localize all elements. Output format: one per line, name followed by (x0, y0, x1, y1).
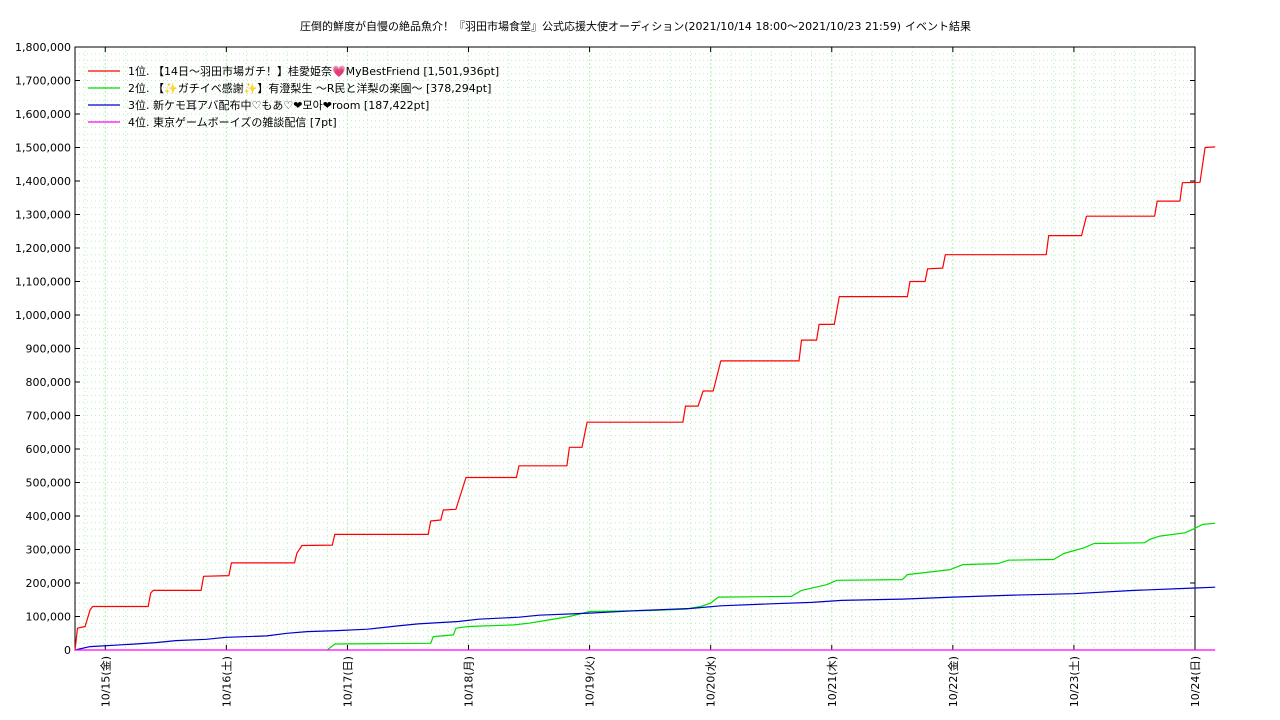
y-tick-label: 1,300,000 (15, 209, 71, 222)
x-tick-label: 10/17(日) (341, 656, 354, 707)
y-tick-label: 300,000 (26, 544, 72, 557)
legend-label-3: 3位. 新ケモ耳アバ配布中♡もあ♡❤모아❤room [187,422pt] (128, 98, 429, 112)
chart-title: 圧倒的鮮度が自慢の絶品魚介！『羽田市場食堂』公式応援大使オーディション(2021… (300, 19, 901, 33)
x-tick-label: 10/20(水) (705, 656, 718, 707)
x-tick-label: 10/24(日) (1189, 656, 1202, 707)
x-tick-label: 10/23(土) (1068, 656, 1081, 707)
x-tick-label: 10/21(木) (826, 656, 839, 707)
series-line-1 (74, 146, 1216, 651)
y-tick-label: 1,500,000 (15, 142, 71, 155)
y-tick-label: 800,000 (26, 376, 72, 389)
y-tick-label: 600,000 (26, 443, 72, 456)
y-tick-label: 100,000 (26, 611, 72, 624)
series-lines (74, 146, 1216, 651)
x-tick-label: 10/22(金) (946, 656, 960, 707)
series-line-3 (74, 586, 1216, 651)
y-tick-label: 1,000,000 (15, 309, 71, 322)
y-axis: 0 100,000 200,000 300,000 400,000 500,000 600,… (15, 41, 1195, 657)
x-tick-label: 10/16(土) (220, 656, 233, 707)
y-tick-label: 700,000 (26, 410, 72, 423)
y-tick-label: 1,700,000 (15, 75, 71, 88)
y-tick-label: 1,100,000 (15, 276, 71, 289)
y-tick-label: 0 (64, 644, 71, 657)
y-tick-label: 1,400,000 (15, 175, 71, 188)
x-tick-label: 10/18(月) (463, 656, 476, 707)
legend-label-1: 1位. 【14日〜羽田市場ガチ！】桂愛姫奈💗MyBestFriend [1,50… (128, 64, 499, 78)
legend-label-2: 2位. 【✨ガチイベ感謝✨】有澄梨生 〜R民と洋梨の楽園〜 [378,294pt… (128, 81, 491, 95)
x-tick-label: 10/19(火) (584, 656, 597, 707)
x-axis: 10/15(金) 10/16(土) 10/17(日) 10/18(月) 10/19(火)… (98, 47, 1202, 707)
series-line-2 (326, 522, 1216, 651)
legend-label-4: 4位. 東京ゲームボーイズの雑談配信 [7pt] (128, 115, 337, 129)
grid (75, 47, 1196, 650)
chart-subtitle: イベント結果 (905, 19, 971, 33)
y-tick-label: 400,000 (26, 510, 72, 523)
y-tick-label: 1,200,000 (15, 242, 71, 255)
y-tick-label: 1,600,000 (15, 108, 71, 121)
y-tick-label: 500,000 (26, 477, 72, 490)
legend: 1位. 【14日〜羽田市場ガチ！】桂愛姫奈💗MyBestFriend [1,50… (88, 64, 499, 129)
y-tick-label: 1,800,000 (15, 41, 71, 54)
y-tick-label: 900,000 (26, 343, 72, 356)
x-tick-label: 10/15(金) (98, 656, 112, 707)
y-tick-label: 200,000 (26, 577, 72, 590)
